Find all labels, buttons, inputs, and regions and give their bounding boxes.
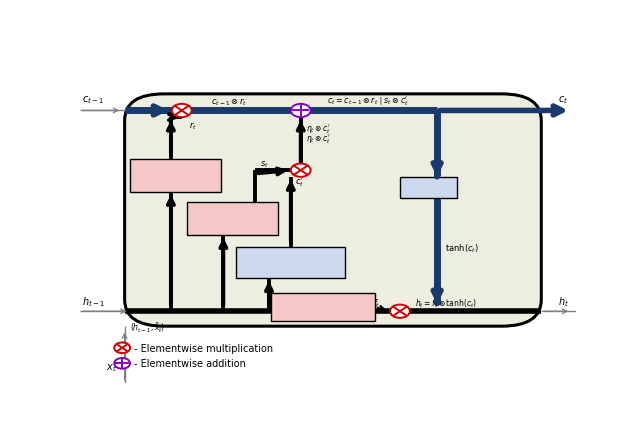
Text: - Elementwise addition: - Elementwise addition — [134, 359, 246, 369]
Text: $f_t = \sigma(W_f x_t - U_f h_{t-1} - b_f)$: $f_t = \sigma(W_f x_t - U_f h_{t-1} - b_… — [286, 309, 360, 318]
Text: $h_{t-1}$: $h_{t-1}$ — [83, 295, 106, 308]
Circle shape — [390, 305, 410, 318]
FancyBboxPatch shape — [236, 247, 346, 278]
Circle shape — [114, 358, 130, 369]
Text: $c_{t-1}$: $c_{t-1}$ — [83, 95, 104, 106]
Text: $c_t' = \tanh(W_l x_t + U_l h_{t-1} + b_l)$: $c_t' = \tanh(W_l x_t + U_l h_{t-1} + b_… — [249, 264, 333, 273]
FancyBboxPatch shape — [187, 202, 278, 235]
FancyBboxPatch shape — [271, 293, 375, 322]
Text: - Elementwise multiplication: - Elementwise multiplication — [134, 343, 273, 353]
Circle shape — [291, 164, 310, 178]
Text: $\tanh(c_t)$: $\tanh(c_t)$ — [412, 182, 445, 194]
FancyBboxPatch shape — [129, 159, 221, 192]
Text: $c_t = c_{t-1} \otimes r_t \mid s_t \otimes c_t^\prime$: $c_t = c_{t-1} \otimes r_t \mid s_t \oti… — [327, 95, 408, 108]
Circle shape — [114, 343, 130, 353]
Text: $\tanh(c_t)$: $\tanh(c_t)$ — [445, 243, 479, 255]
Text: $\eta_t \otimes c_t^\prime$: $\eta_t \otimes c_t^\prime$ — [306, 122, 331, 135]
Text: $h_t = f_t \otimes \tanh(c_t)$: $h_t = f_t \otimes \tanh(c_t)$ — [415, 297, 477, 309]
Text: $c_{t-1} \otimes r_t$: $c_{t-1} \otimes r_t$ — [211, 96, 247, 108]
Text: $(h_{t-1}, \tilde{x}_t)$: $(h_{t-1}, \tilde{x}_t)$ — [129, 322, 165, 335]
Text: Long-term memory candidate: Long-term memory candidate — [241, 252, 340, 258]
Text: $c_t'$: $c_t'$ — [295, 175, 304, 188]
Text: Save gate: Save gate — [213, 206, 252, 215]
Text: $r_t$: $r_t$ — [189, 120, 197, 131]
Text: $x_t$: $x_t$ — [106, 361, 117, 373]
FancyBboxPatch shape — [125, 95, 541, 326]
Text: $c_t$: $c_t$ — [558, 95, 568, 106]
FancyBboxPatch shape — [400, 178, 457, 199]
Circle shape — [172, 104, 191, 118]
Text: Focus gate: Focus gate — [302, 297, 344, 306]
Circle shape — [291, 104, 310, 118]
Text: $\eta_t \otimes c_t^\prime$: $\eta_t \otimes c_t^\prime$ — [306, 132, 331, 145]
Text: $h_t$: $h_t$ — [557, 295, 568, 308]
Text: $f_t$: $f_t$ — [372, 297, 380, 309]
Text: $s_t$: $s_t$ — [260, 159, 269, 169]
Text: $r_t = \sigma(W_r x_t + U_r h_{t-1} + b_r)$: $r_t = \sigma(W_r x_t + U_r h_{t-1} + b_… — [138, 176, 213, 185]
Text: $s_t = \sigma(W_s x_t - U_s h_{t-1} + b_s)$: $s_t = \sigma(W_s x_t - U_s h_{t-1} + b_… — [194, 219, 271, 228]
Text: Remember gate: Remember gate — [145, 163, 207, 172]
